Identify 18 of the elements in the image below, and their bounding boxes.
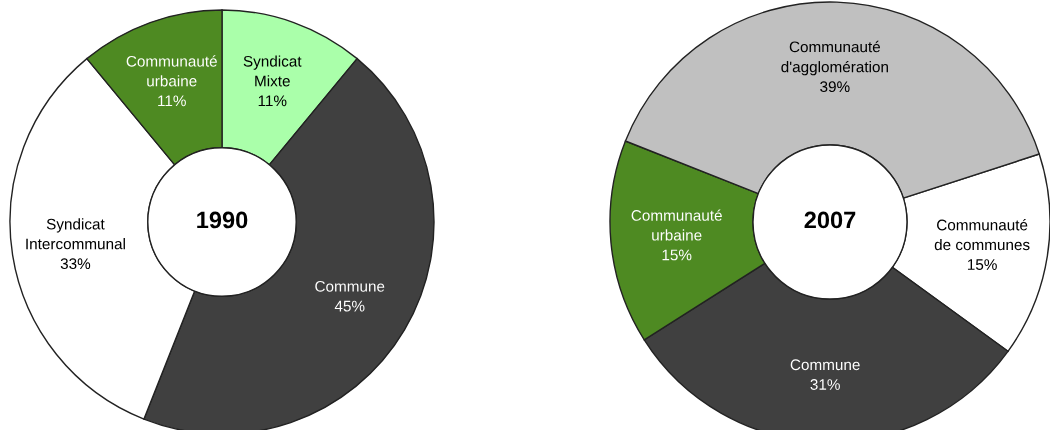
slice-label: Syndicat Intercommunal <box>26 218 125 250</box>
data-label: 45% <box>334 300 365 312</box>
slice-label: Communauté urbaine <box>631 209 722 241</box>
slice-label: Commune <box>315 280 385 292</box>
slice-label: Communauté de communes <box>934 219 1030 251</box>
data-label: 15% <box>967 259 997 270</box>
slice-label: Communauté d'agglomération <box>781 40 888 76</box>
data-label: 31% <box>810 379 840 390</box>
text: 2007 <box>804 211 856 229</box>
data-label: 11% <box>258 95 287 107</box>
data-label: 39% <box>820 81 850 93</box>
slice-label: Commune <box>790 359 860 371</box>
text: 1990 <box>197 211 248 229</box>
data-label: 15% <box>662 249 692 261</box>
data-label: 11% <box>158 95 186 107</box>
slice-label: Communauté urbaine <box>126 55 217 87</box>
data-label: 33% <box>60 258 91 270</box>
slice-label: Syndicat Mixte <box>243 55 302 87</box>
